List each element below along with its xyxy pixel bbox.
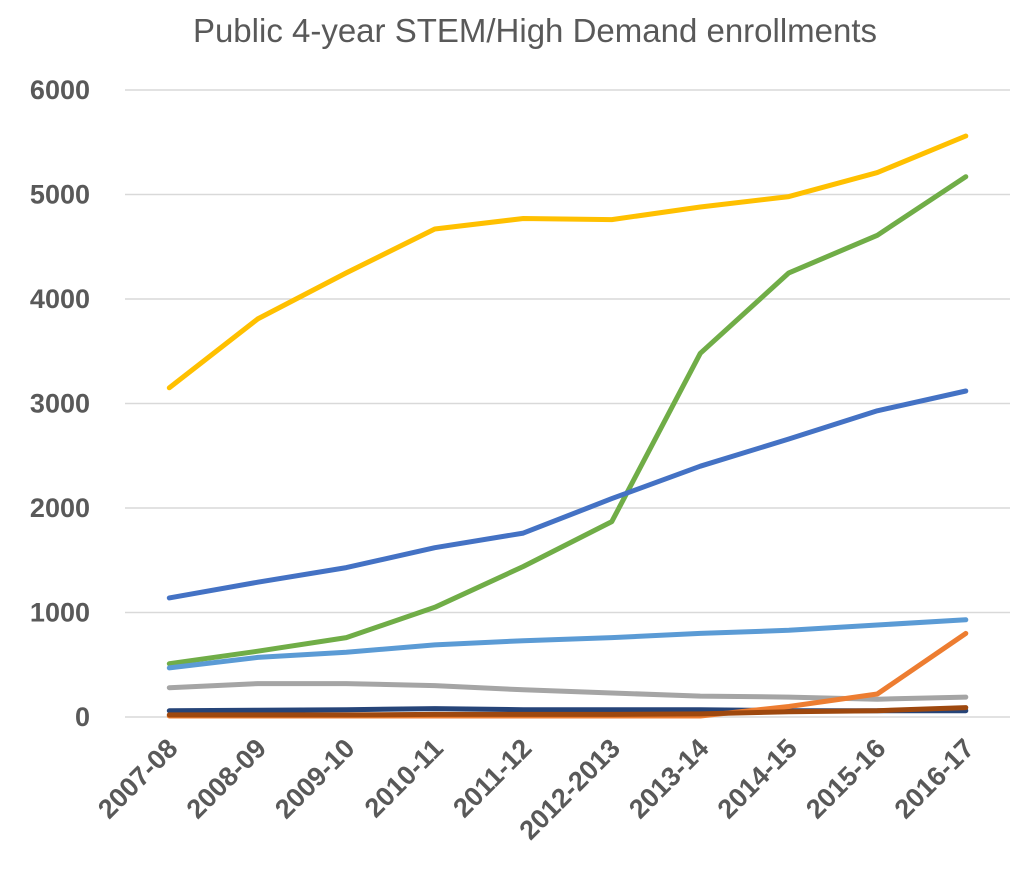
x-tick-label: 2013-14 — [623, 733, 714, 824]
series-lines — [166, 133, 969, 719]
x-tick-label: 2007-08 — [92, 733, 183, 824]
x-tick-label: 2016-17 — [889, 733, 980, 824]
y-axis-tick-labels: 0 1000 2000 3000 4000 5000 6000 — [30, 75, 90, 732]
y-tick-label: 0 — [75, 702, 90, 732]
series-line-2 — [166, 174, 969, 667]
series-line-3 — [166, 388, 969, 601]
y-tick-label: 1000 — [30, 598, 90, 628]
series-line-4 — [166, 617, 969, 671]
x-tick-label: 2010-11 — [359, 733, 449, 823]
series-line-8 — [166, 705, 969, 718]
y-tick-label: 3000 — [30, 389, 90, 419]
x-tick-label: 2015-16 — [800, 733, 891, 824]
chart-title: Public 4-year STEM/High Demand enrollmen… — [193, 12, 877, 49]
x-tick-label: 2008-09 — [181, 733, 272, 824]
series-line-1 — [166, 133, 969, 391]
y-tick-label: 6000 — [30, 75, 90, 105]
x-tick-label: 2011-12 — [447, 733, 537, 823]
x-tick-label: 2014-15 — [712, 733, 803, 824]
x-axis-tick-labels: 2007-082008-092009-102010-112011-122012-… — [92, 733, 980, 846]
gridlines — [125, 89, 1010, 718]
x-tick-label: 2009-10 — [269, 733, 360, 824]
y-tick-label: 4000 — [30, 284, 90, 314]
y-tick-label: 5000 — [30, 180, 90, 210]
y-tick-label: 2000 — [30, 493, 90, 523]
